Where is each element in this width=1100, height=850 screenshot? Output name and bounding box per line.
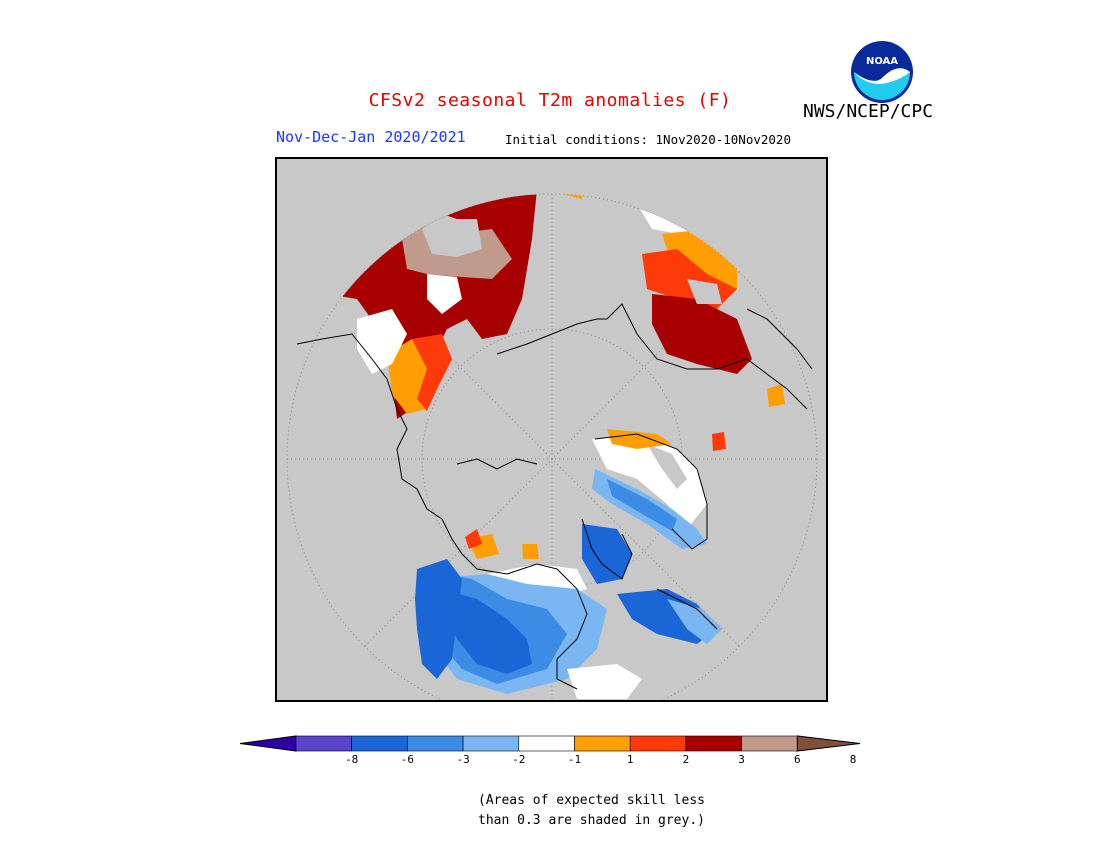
region-greenland-orange <box>607 429 672 449</box>
noaa-logo: NOAA <box>851 41 913 103</box>
legend-tick-label: -6 <box>401 753 414 766</box>
region-siberia-grey-hole <box>422 214 482 257</box>
map-title: CFSv2 seasonal T2m anomalies (F) <box>368 90 732 111</box>
region-tibet-white <box>357 309 407 374</box>
legend-tick-label: 8 <box>850 753 857 766</box>
skill-footnote: (Areas of expected skill less than 0.3 a… <box>478 793 705 828</box>
region-europe-grey <box>687 279 722 304</box>
legend-tick-label: -3 <box>456 753 469 766</box>
legend-arrow-high <box>796 735 861 752</box>
legend-tick-label: 3 <box>738 753 745 766</box>
legend-cell <box>629 735 687 752</box>
legend-tick-label: -8 <box>345 753 358 766</box>
region-greenland-white <box>592 434 707 529</box>
color-legend: -8 -6 -3 -2 -1 1 2 3 6 8 <box>239 735 861 766</box>
legend-cell <box>518 735 575 752</box>
legend-cell <box>574 735 631 752</box>
region-us-white <box>567 664 642 699</box>
region-kamchatka <box>562 194 587 199</box>
legend-tick-label: 1 <box>627 753 634 766</box>
anomaly-map <box>275 157 828 702</box>
forecast-period: Nov-Dec-Jan 2020/2021 <box>276 128 466 146</box>
legend-cell <box>351 735 408 752</box>
region-eastasia-white <box>427 274 462 314</box>
agency-label: NWS/NCEP/CPC <box>803 101 934 122</box>
legend-tick-label: 6 <box>794 753 801 766</box>
legend-arrow-low <box>239 735 297 752</box>
region-africa-orange <box>767 384 785 407</box>
region-kamchatka-red <box>547 164 562 194</box>
region-europe-darkred <box>652 294 752 374</box>
legend-tick-label: -2 <box>512 753 525 766</box>
region-labrador-lightblue <box>667 599 722 644</box>
initial-conditions: Initial conditions: 1Nov2020-10Nov2020 <box>505 132 791 147</box>
legend-cell <box>685 735 742 752</box>
svg-text:NOAA: NOAA <box>866 56 898 67</box>
region-yukon-orange <box>522 544 539 559</box>
region-iceland <box>712 432 726 451</box>
legend-cell <box>741 735 798 752</box>
region-greenland-midblue <box>607 479 677 531</box>
legend-cell <box>407 735 464 752</box>
region-china-red <box>412 334 452 411</box>
legend-cell <box>295 735 353 752</box>
legend-tick-label: 2 <box>683 753 690 766</box>
legend-cell <box>462 735 520 752</box>
legend-cells <box>239 735 861 752</box>
region-greenland-grey <box>647 444 687 489</box>
legend-tick-label: -1 <box>568 753 581 766</box>
polar-projection-map <box>286 164 818 700</box>
region-alaska-red <box>465 529 482 549</box>
coastlines <box>296 303 813 690</box>
region-alaska-blue <box>415 559 462 679</box>
legend-tick-labels: -8 -6 -3 -2 -1 1 2 3 6 8 <box>345 753 856 766</box>
region-na-blue <box>442 589 532 674</box>
region-hudson-blue <box>582 524 632 584</box>
